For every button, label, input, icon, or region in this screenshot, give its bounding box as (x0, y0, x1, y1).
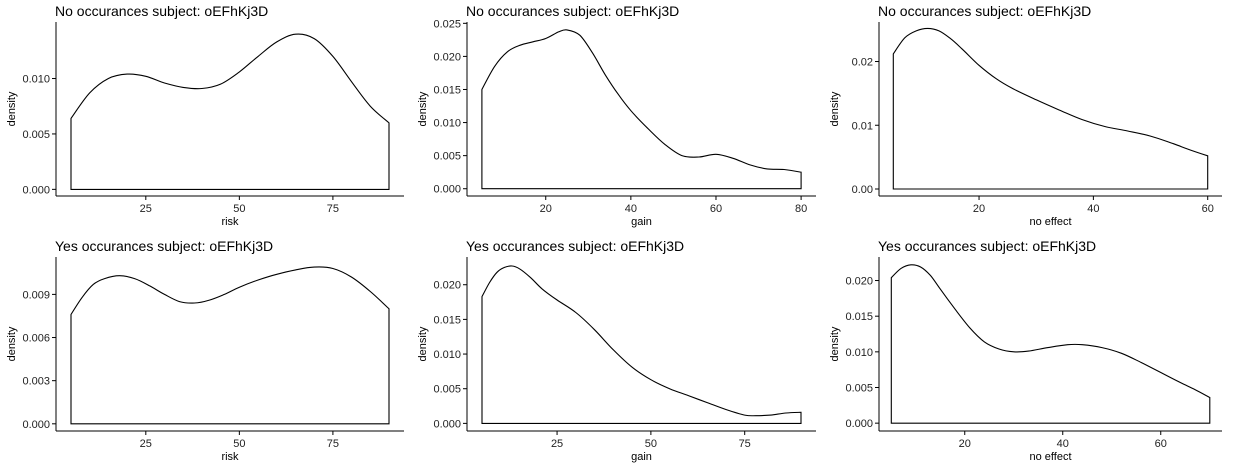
y-tick-label: 0.010 (845, 347, 873, 359)
x-tick-label: 75 (327, 438, 339, 450)
y-tick-label: 0.009 (22, 289, 50, 301)
x-tick-label: 50 (233, 438, 245, 450)
panel-title: No occurances subject: oEFhKj3D (466, 3, 679, 19)
y-tick-label: 0.006 (22, 333, 50, 345)
y-tick-label: 0.005 (433, 151, 461, 163)
x-tick-label: 20 (959, 438, 971, 450)
y-tick-label: 0.020 (845, 276, 873, 288)
panel-title: Yes occurances subject: oEFhKj3D (55, 238, 273, 254)
y-tick-label: 0.000 (845, 418, 873, 430)
x-tick-label: 60 (1202, 203, 1214, 215)
panel-title: No occurances subject: oEFhKj3D (55, 3, 268, 19)
x-axis-title: no effect (1030, 216, 1072, 228)
x-tick-label: 20 (540, 203, 552, 215)
density-panel-6: Yes occurances subject: oEFhKj3D 0.000 0.0… (829, 238, 1222, 463)
panel-title: Yes occurances subject: oEFhKj3D (878, 238, 1096, 254)
density-curve (892, 27, 1209, 190)
y-axis-title: density (829, 326, 841, 361)
x-tick-label: 40 (1057, 438, 1069, 450)
x-tick-label: 75 (739, 438, 751, 450)
y-axis-title: density (829, 91, 841, 126)
x-tick-label: 25 (140, 203, 152, 215)
y-tick-label: 0.025 (433, 18, 461, 30)
y-tick-label: 0.005 (22, 129, 50, 141)
x-axis-title: risk (221, 451, 239, 463)
x-axis-title: gain (631, 216, 652, 228)
y-tick-label: 0.005 (433, 384, 461, 396)
x-tick-label: 50 (645, 438, 657, 450)
y-tick-label: 0.020 (433, 51, 461, 63)
density-curve (70, 33, 390, 190)
x-tick-label: 25 (551, 438, 563, 450)
y-axis-title: density (417, 326, 429, 361)
x-axis-title: gain (631, 451, 652, 463)
panel-title: Yes occurances subject: oEFhKj3D (466, 238, 684, 254)
y-tick-label: 0.000 (433, 184, 461, 196)
x-tick-label: 75 (327, 203, 339, 215)
y-tick-label: 0.015 (845, 311, 873, 323)
y-tick-label: 0.01 (852, 120, 873, 132)
density-panel-2: No occurances subject: oEFhKj3D 0.000 0.00… (417, 3, 816, 228)
density-curve (70, 266, 390, 425)
density-curve (481, 29, 802, 190)
x-tick-label: 40 (1087, 203, 1099, 215)
y-tick-label: 0.00 (852, 184, 873, 196)
y-tick-label: 0.003 (22, 376, 50, 388)
density-panel-5: Yes occurances subject: oEFhKj3D 0.000 0.0… (417, 238, 816, 463)
y-axis-title: density (417, 91, 429, 126)
x-tick-label: 60 (1155, 438, 1167, 450)
y-tick-label: 0.005 (845, 383, 873, 395)
y-tick-label: 0.010 (433, 118, 461, 130)
x-axis-title: risk (221, 216, 239, 228)
x-tick-label: 25 (140, 438, 152, 450)
density-panel-4: Yes occurances subject: oEFhKj3D 0.000 0.0… (6, 238, 404, 463)
density-panel-3: No occurances subject: oEFhKj3D 0.00 0.01 0… (829, 3, 1222, 228)
panel-title: No occurances subject: oEFhKj3D (878, 3, 1091, 19)
x-tick-label: 60 (710, 203, 722, 215)
x-tick-label: 20 (973, 203, 985, 215)
y-tick-label: 0.000 (433, 418, 461, 430)
y-tick-label: 0.000 (22, 419, 50, 431)
x-axis-title: no effect (1030, 451, 1072, 463)
y-tick-label: 0.015 (433, 84, 461, 96)
y-axis-title: density (6, 91, 18, 126)
y-axis-title: density (6, 326, 18, 361)
y-tick-label: 0.000 (22, 184, 50, 196)
density-panel-1: No occurances subject: oEFhKj3D 0.000 0.00… (6, 3, 404, 228)
y-tick-label: 0.010 (22, 74, 50, 86)
x-tick-label: 80 (795, 203, 807, 215)
y-tick-label: 0.010 (433, 349, 461, 361)
x-tick-label: 50 (233, 203, 245, 215)
y-tick-label: 0.020 (433, 280, 461, 292)
density-curve (890, 264, 1211, 424)
y-tick-label: 0.015 (433, 314, 461, 326)
x-tick-label: 40 (625, 203, 637, 215)
y-tick-label: 0.02 (852, 57, 873, 69)
density-curve (481, 265, 802, 424)
